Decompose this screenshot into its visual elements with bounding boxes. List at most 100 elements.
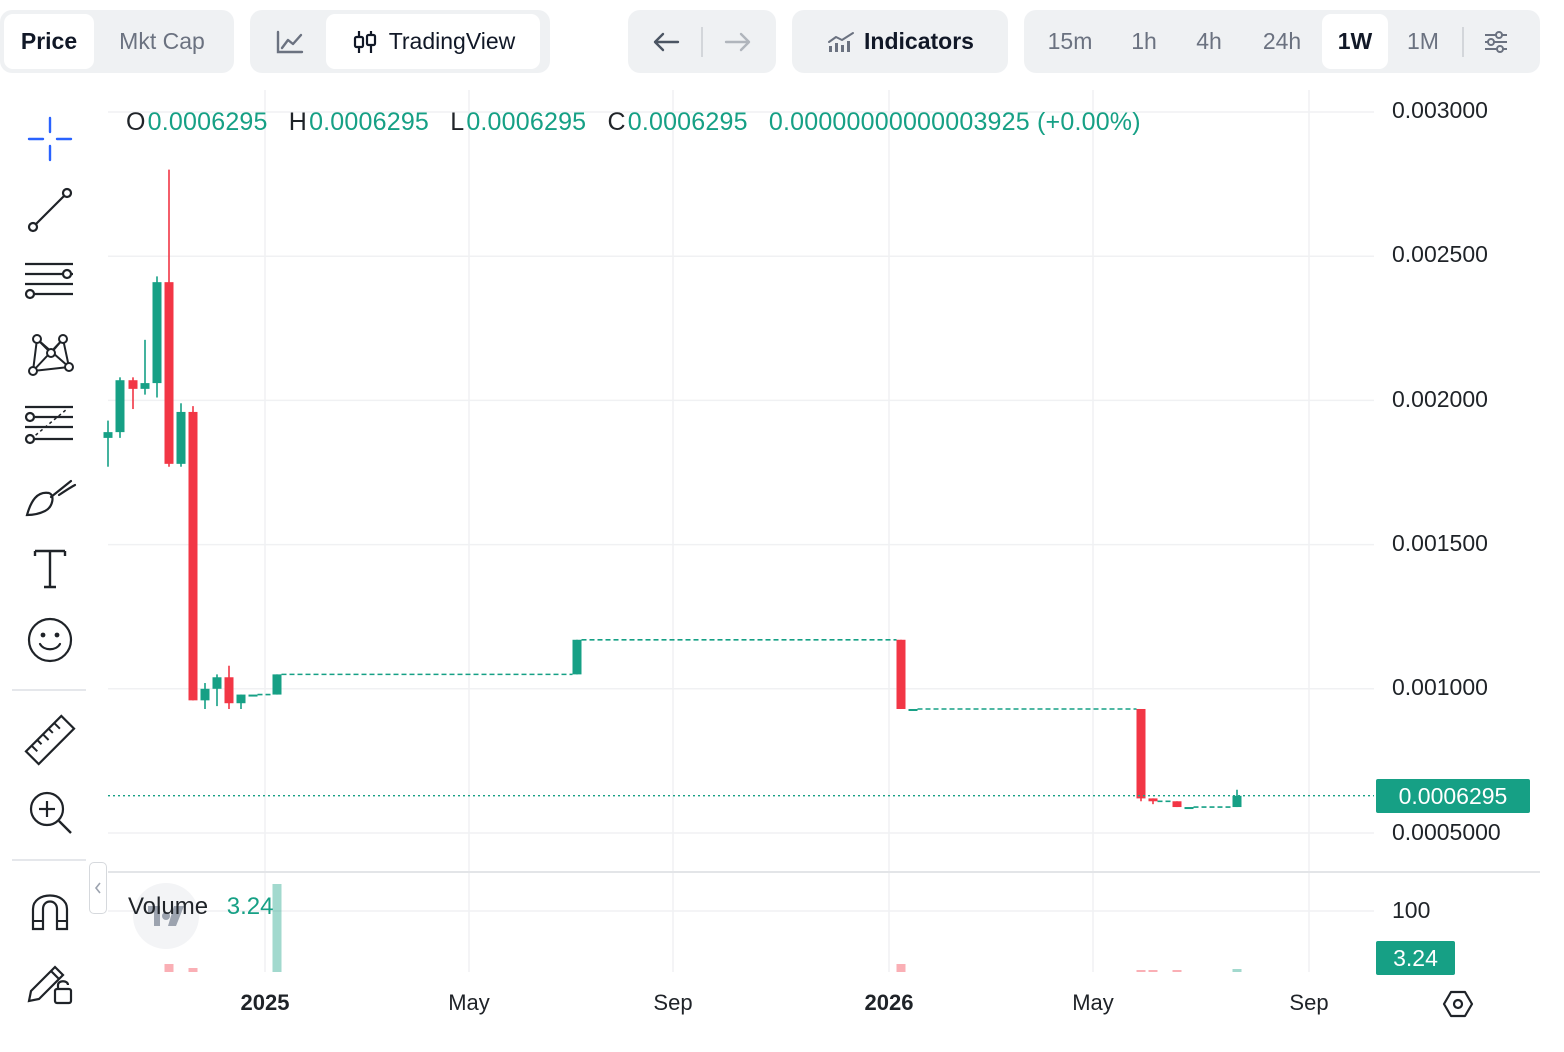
redo-button[interactable] [707, 14, 769, 69]
candles [103, 169, 1242, 810]
divider [1462, 26, 1464, 57]
indicators-group: Indicators [792, 10, 1008, 73]
volume-value: 3.24 [226, 893, 274, 920]
pattern-tool[interactable] [22, 324, 78, 380]
candlestick-icon [353, 30, 376, 53]
volume-bar [1148, 970, 1158, 972]
arrow-right-icon [724, 32, 751, 51]
indicators-button[interactable]: Indicators [800, 14, 1000, 69]
price-mktcap-toggle: Price Mkt Cap [0, 10, 234, 73]
candle-body [224, 677, 234, 704]
candle-body [248, 694, 258, 697]
fib-retracement-icon [24, 405, 73, 445]
crosshair-tool[interactable] [22, 111, 78, 167]
parallel-lines-tool[interactable] [22, 253, 78, 309]
volume-bar [188, 968, 198, 972]
candle-body [103, 432, 113, 438]
divider [701, 26, 703, 57]
low-value: 0.0006295 [466, 108, 587, 136]
chart-grid [108, 90, 1540, 972]
last-price-tag: 0.0006295 [1376, 779, 1530, 813]
candle-body [176, 411, 186, 464]
interval-4h[interactable]: 4h [1196, 28, 1222, 54]
tradingview-logo [133, 883, 199, 949]
interval-selector: 15m 1h 4h 24h 1W 1M [1024, 10, 1540, 73]
chart-type-toggle: TradingView [250, 10, 550, 73]
candle-body [572, 639, 582, 675]
fib-retracement-tool[interactable] [22, 396, 78, 452]
candle-body [200, 688, 210, 701]
candle-body [1148, 798, 1158, 802]
interval-24h[interactable]: 24h [1262, 28, 1302, 54]
volume-label: Volume [128, 893, 209, 920]
interval-15m[interactable]: 15m [1047, 28, 1093, 54]
y-tick-label: 0.002500 [1392, 241, 1488, 267]
lock-drawings-tool[interactable] [22, 954, 78, 1010]
zoom-in-tool[interactable] [22, 784, 78, 840]
y-tick-label: 0.002000 [1392, 386, 1488, 412]
collapse-toolbar-handle[interactable] [89, 862, 107, 914]
hexagon-settings-icon [1442, 990, 1474, 1018]
chart-reset-button[interactable] [1442, 988, 1474, 1020]
emoji-tool[interactable] [22, 612, 78, 668]
chart-settings-button[interactable] [1468, 14, 1524, 69]
toolbar-divider [12, 859, 86, 861]
horizontal-lines-icon [24, 262, 73, 300]
x-tick-label: Sep [653, 990, 693, 1015]
ohlc-legend: O0.0006295 H0.0006295 L0.0006295 C0.0006… [126, 108, 1155, 137]
gap-lines [257, 638, 1233, 808]
tradingview-button[interactable]: TradingView [326, 14, 540, 69]
interval-1m[interactable]: 1M [1407, 28, 1439, 54]
y-tick-label: 0.003000 [1392, 97, 1488, 123]
zoom-in-icon [29, 791, 72, 834]
candle-body [188, 411, 198, 701]
crosshair-icon [27, 116, 73, 162]
price-tab[interactable]: Price [4, 14, 94, 69]
volume-legend: Volume 3.24 [128, 893, 273, 921]
candle-body [908, 708, 918, 711]
smiley-icon [27, 617, 73, 663]
volume-bar [1136, 970, 1146, 972]
low-key: L [450, 108, 465, 136]
undo-button[interactable] [635, 14, 697, 69]
brush-tool[interactable] [22, 468, 78, 524]
indicators-icon [828, 31, 855, 52]
volume-tag: 3.24 [1376, 941, 1455, 975]
close-key: C [607, 108, 626, 136]
volume-bar [164, 964, 174, 972]
candle-body [1136, 708, 1146, 799]
x-tick-label: May [1072, 990, 1114, 1015]
volume-bar [272, 884, 282, 972]
ruler-tool[interactable] [22, 712, 78, 768]
candle-body [272, 674, 282, 695]
interval-1h[interactable]: 1h [1131, 28, 1157, 54]
x-tick-label: Sep [1289, 990, 1329, 1015]
arrow-left-icon [653, 32, 680, 51]
candle-body [1172, 801, 1182, 808]
candle-body [164, 282, 174, 464]
text-tool[interactable] [22, 540, 78, 596]
ruler-icon [24, 714, 76, 766]
pencil-lock-icon [27, 965, 73, 1005]
candle-body [115, 380, 125, 433]
toolbar-divider [12, 689, 86, 691]
candle-body [1232, 795, 1242, 808]
magnet-tool[interactable] [22, 882, 78, 938]
line-chart-button[interactable] [254, 14, 326, 69]
trend-line-tool[interactable] [22, 182, 78, 238]
x-tick-label: May [448, 990, 490, 1015]
history-nav [628, 10, 776, 73]
x-tick-label: 2026 [864, 990, 914, 1015]
chevron-left-icon [94, 882, 101, 894]
high-key: H [288, 108, 308, 136]
brush-icon [25, 479, 77, 517]
pattern-icon [28, 334, 74, 376]
mktcap-tab[interactable]: Mkt Cap [119, 28, 205, 54]
sliders-icon [1485, 30, 1507, 53]
volume-bar [1232, 969, 1242, 972]
interval-1w[interactable]: 1W [1322, 14, 1388, 69]
y-tick-label: 0.001000 [1392, 674, 1488, 700]
text-icon [33, 549, 67, 589]
y-tick-label: 0.001500 [1392, 530, 1488, 556]
